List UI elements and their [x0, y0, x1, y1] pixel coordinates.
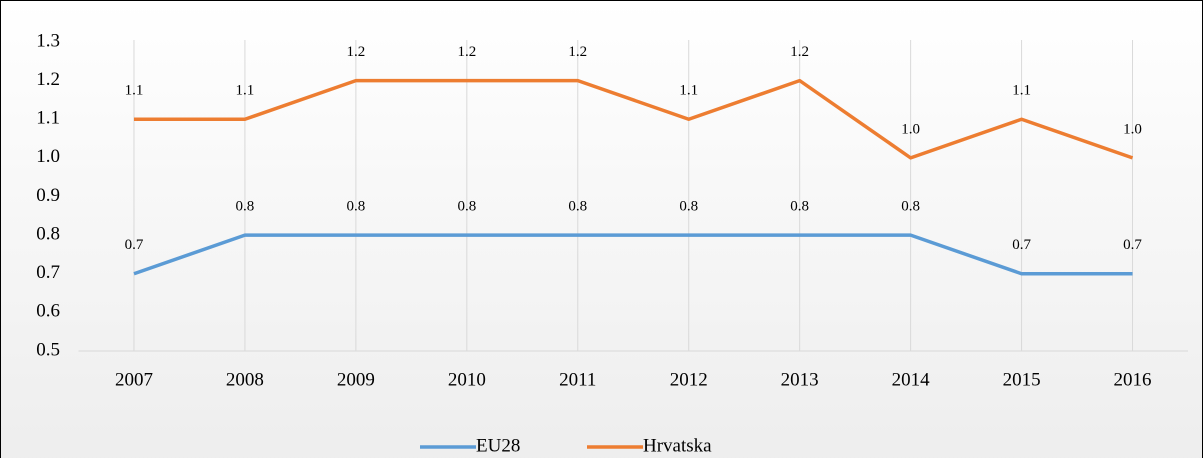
y-tick-label: 1.3 [36, 30, 60, 51]
data-label: 1.0 [1123, 121, 1142, 137]
data-label: 1.1 [679, 83, 698, 99]
x-tick-label: 2013 [781, 369, 819, 390]
series-line [133, 78, 1134, 160]
data-label: 1.0 [901, 121, 920, 137]
x-tick-label: 2010 [448, 369, 486, 390]
x-tick-label: 2009 [337, 369, 375, 390]
data-label: 0.8 [457, 199, 476, 215]
data-label: 0.8 [236, 199, 255, 215]
data-label: 1.1 [1012, 83, 1031, 99]
data-label: 0.8 [901, 199, 920, 215]
y-tick-label: 0.6 [36, 301, 60, 322]
y-tick-label: 1.2 [36, 69, 60, 90]
x-tick-label: 2007 [115, 369, 153, 390]
y-tick-label: 1.1 [36, 108, 60, 129]
x-tick-label: 2015 [1003, 369, 1041, 390]
y-tick-label: 1.0 [36, 146, 60, 167]
legend-label: EU28 [476, 435, 520, 456]
data-label: 1.2 [790, 44, 809, 60]
x-tick-label: 2016 [1114, 369, 1152, 390]
data-label: 1.1 [236, 83, 255, 99]
x-tick-label: 2014 [892, 369, 931, 390]
data-label: 0.7 [1012, 237, 1031, 253]
x-tick-label: 2008 [226, 369, 264, 390]
data-label: 0.8 [347, 199, 366, 215]
data-label: 1.1 [125, 83, 144, 99]
data-label: 0.8 [568, 199, 587, 215]
x-tick-label: 2011 [559, 369, 596, 390]
data-label: 0.7 [1123, 237, 1142, 253]
data-label: 1.2 [347, 44, 366, 60]
legend-label: Hrvatska [643, 435, 712, 456]
data-label: 0.8 [790, 199, 809, 215]
data-label: 0.7 [125, 237, 144, 253]
y-tick-label: 0.5 [36, 339, 60, 360]
series-line [133, 233, 1133, 276]
data-label: 1.2 [457, 44, 476, 60]
x-tick-label: 2012 [670, 369, 708, 390]
y-tick-label: 0.8 [36, 223, 60, 244]
y-tick-label: 0.9 [36, 185, 60, 206]
data-label: 1.2 [568, 44, 587, 60]
y-tick-label: 0.7 [36, 262, 60, 283]
data-label: 0.8 [679, 199, 698, 215]
